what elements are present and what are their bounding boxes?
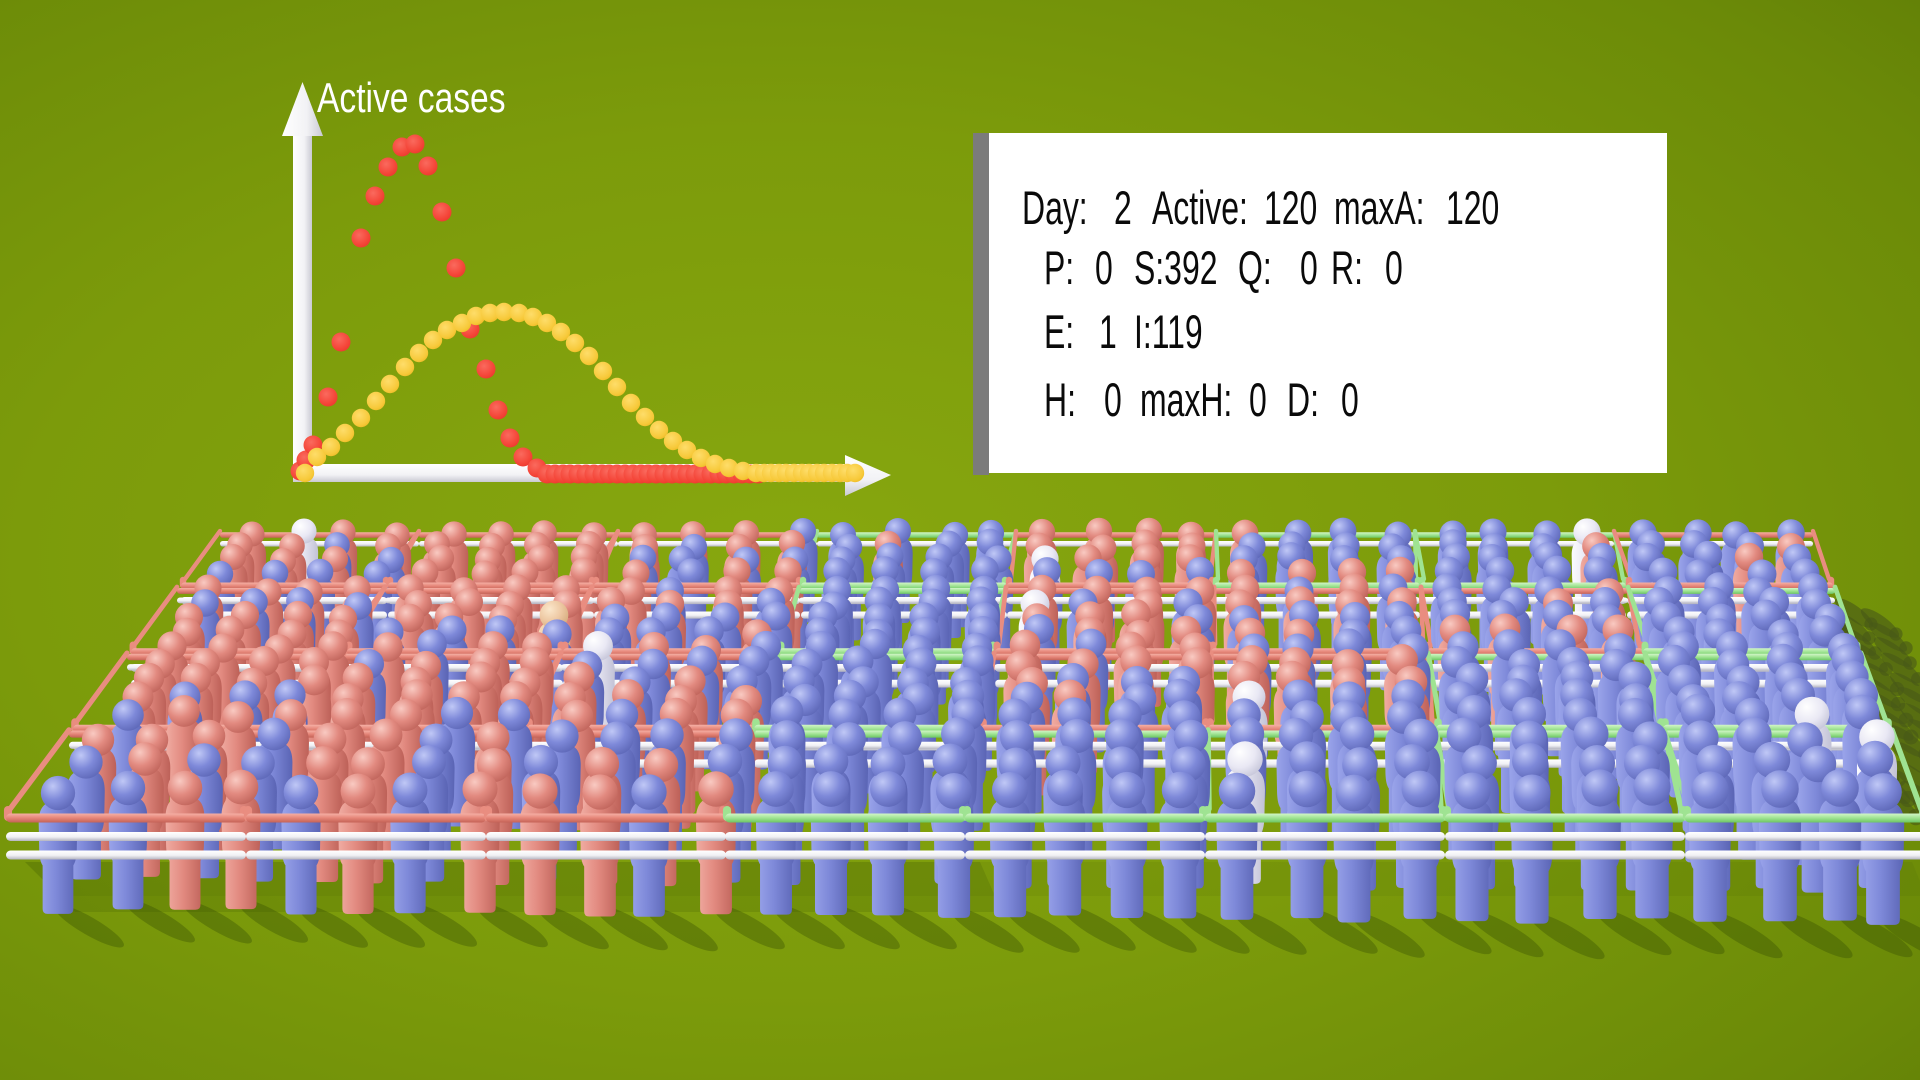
svg-text:0: 0: [1104, 374, 1122, 427]
svg-text:Active:: Active:: [1152, 182, 1248, 235]
svg-text:0: 0: [1341, 374, 1359, 427]
svg-text:Active cases: Active cases: [317, 76, 506, 122]
svg-text:2: 2: [1114, 182, 1132, 235]
svg-text:P:: P:: [1044, 242, 1074, 295]
svg-text:0: 0: [1095, 242, 1113, 295]
svg-text:120: 120: [1264, 182, 1317, 235]
svg-text:maxA:: maxA:: [1334, 182, 1425, 235]
svg-text:1: 1: [1099, 306, 1117, 359]
svg-text:Q:: Q:: [1238, 242, 1272, 295]
svg-text:0: 0: [1249, 374, 1267, 427]
svg-text:E:: E:: [1044, 306, 1074, 359]
svg-text:S:392: S:392: [1134, 242, 1217, 295]
svg-text:R:: R:: [1331, 242, 1363, 295]
svg-text:H:: H:: [1044, 374, 1076, 427]
svg-text:I:119: I:119: [1134, 306, 1203, 359]
svg-text:0: 0: [1385, 242, 1403, 295]
svg-text:D:: D:: [1287, 374, 1319, 427]
svg-text:maxH:: maxH:: [1140, 374, 1232, 427]
svg-text:Day:: Day:: [1022, 182, 1088, 235]
svg-text:0: 0: [1300, 242, 1318, 295]
svg-text:120: 120: [1446, 182, 1499, 235]
